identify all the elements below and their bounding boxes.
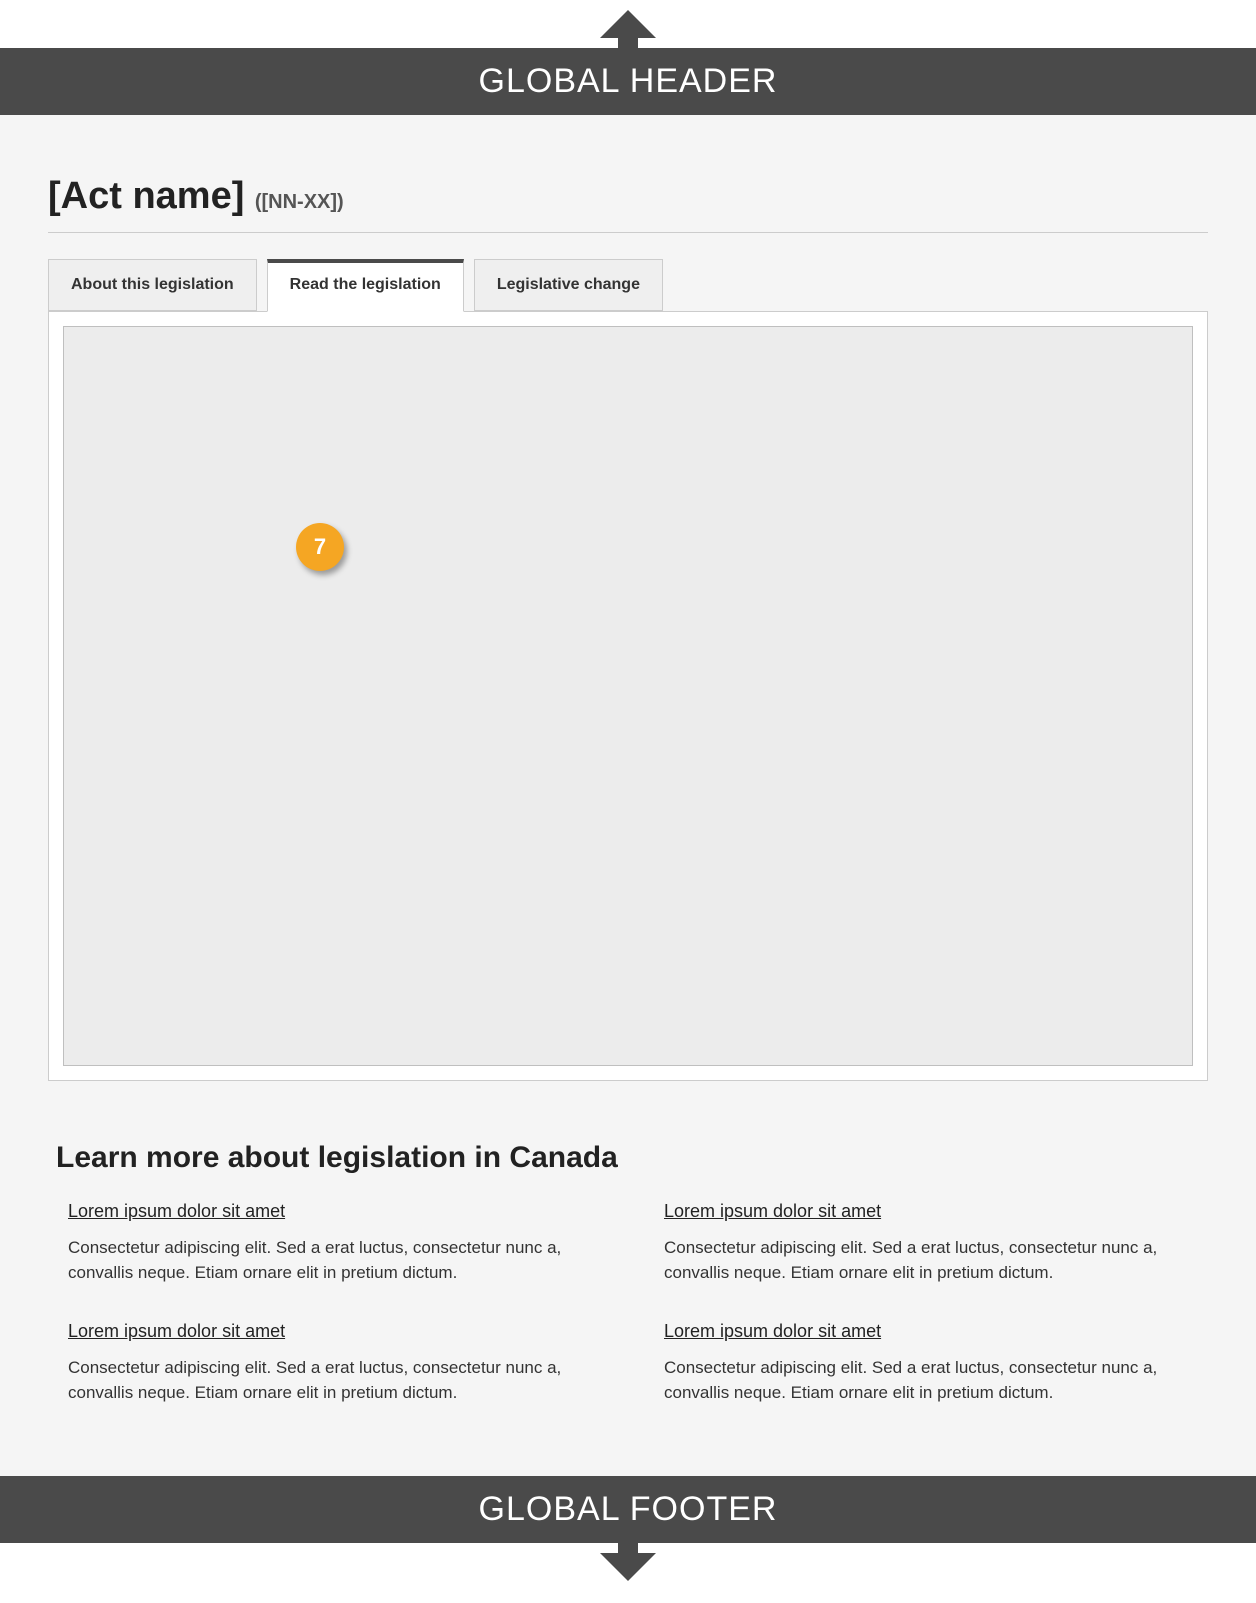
- page-body: [Act name] ([NN-XX]) About this legislat…: [0, 115, 1256, 1476]
- arrow-up-icon: [600, 10, 656, 38]
- arrow-up-stem: [618, 36, 638, 50]
- link-title[interactable]: Lorem ipsum dolor sit amet: [68, 1201, 285, 1221]
- content-placeholder: 7: [63, 326, 1193, 1066]
- tab-read[interactable]: Read the legislation: [267, 259, 464, 312]
- link-title[interactable]: Lorem ipsum dolor sit amet: [664, 1201, 881, 1221]
- link-grid: Lorem ipsum dolor sit amet Consectetur a…: [56, 1201, 1200, 1406]
- tab-about[interactable]: About this legislation: [48, 259, 257, 311]
- tab-panel: 7: [48, 311, 1208, 1081]
- arrow-down-icon: [600, 1553, 656, 1581]
- learn-more-section: Learn more about legislation in Canada L…: [48, 1141, 1208, 1406]
- link-desc: Consectetur adipiscing elit. Sed a erat …: [68, 1356, 604, 1405]
- tab-change[interactable]: Legislative change: [474, 259, 663, 311]
- link-desc: Consectetur adipiscing elit. Sed a erat …: [68, 1236, 604, 1285]
- link-item: Lorem ipsum dolor sit amet Consectetur a…: [664, 1201, 1200, 1285]
- annotation-badge: 7: [296, 523, 344, 571]
- act-name: [Act name]: [48, 175, 244, 217]
- link-item: Lorem ipsum dolor sit amet Consectetur a…: [664, 1321, 1200, 1405]
- top-spacer: [0, 0, 1256, 48]
- link-desc: Consectetur adipiscing elit. Sed a erat …: [664, 1236, 1200, 1285]
- global-header: GLOBAL HEADER: [0, 48, 1256, 115]
- page-title-row: [Act name] ([NN-XX]): [48, 175, 1208, 233]
- link-title[interactable]: Lorem ipsum dolor sit amet: [664, 1321, 881, 1341]
- link-item: Lorem ipsum dolor sit amet Consectetur a…: [68, 1201, 604, 1285]
- bottom-spacer: [0, 1543, 1256, 1603]
- act-code: ([NN-XX]): [255, 191, 344, 213]
- link-desc: Consectetur adipiscing elit. Sed a erat …: [664, 1356, 1200, 1405]
- learn-more-heading: Learn more about legislation in Canada: [56, 1141, 1200, 1175]
- link-title[interactable]: Lorem ipsum dolor sit amet: [68, 1321, 285, 1341]
- link-item: Lorem ipsum dolor sit amet Consectetur a…: [68, 1321, 604, 1405]
- global-footer: GLOBAL FOOTER: [0, 1476, 1256, 1543]
- tab-bar: About this legislation Read the legislat…: [48, 259, 1208, 311]
